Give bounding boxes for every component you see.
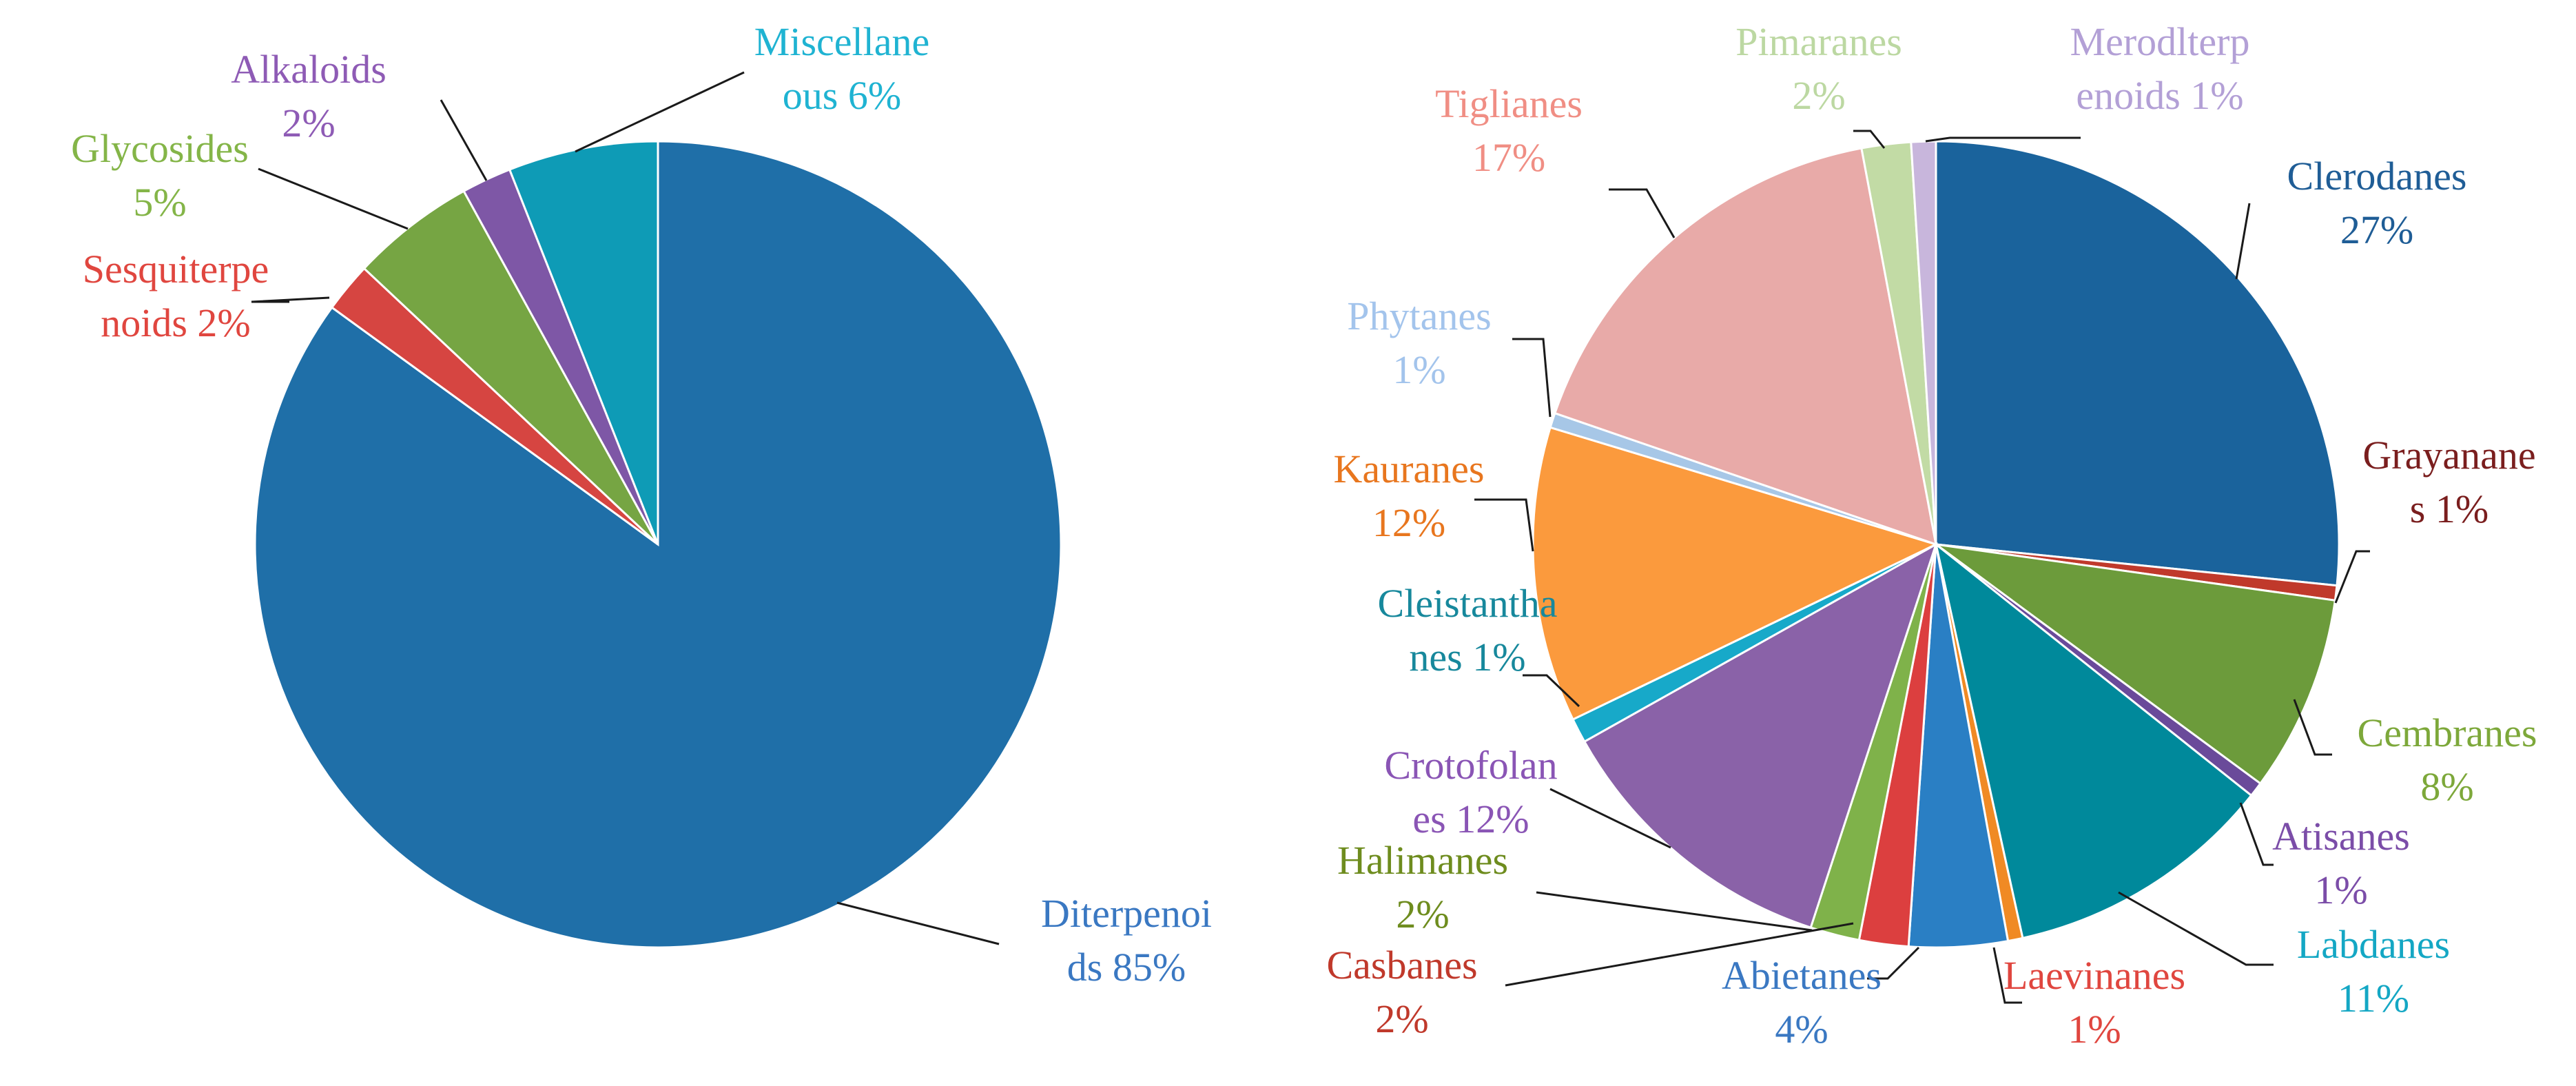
slice-label-line: 12% bbox=[1372, 500, 1445, 545]
slice-label-line: 17% bbox=[1472, 135, 1545, 180]
pie-slice-clerodanes bbox=[1935, 140, 2340, 587]
slice-label-line: Casbanes bbox=[1326, 943, 1477, 987]
slice-label-kauranes: Kauranes 12% bbox=[1333, 447, 1484, 545]
leader-line-tiglianes bbox=[1609, 188, 1676, 238]
pie-slice-tiglianes bbox=[1553, 147, 1937, 546]
leader-line-alkaloids bbox=[440, 99, 488, 181]
slice-label-abietanes: Abietanes 4% bbox=[1722, 953, 1882, 1052]
slice-label-line: Laevinanes bbox=[2003, 953, 2185, 998]
slice-label-line: Cleistantha bbox=[1378, 581, 1558, 626]
slice-label-line: Labdanes bbox=[2297, 922, 2450, 967]
slice-label-clerodanes: Clerodanes 27% bbox=[2287, 154, 2467, 252]
slice-label-line: 5% bbox=[133, 180, 186, 225]
leader-line-merodlterpenoids bbox=[1925, 136, 2081, 143]
slice-label-line: Miscellane bbox=[754, 19, 929, 64]
slice-label-line: s 1% bbox=[2410, 486, 2489, 531]
slice-label-diterpenoids: Diterpenoi ds 85% bbox=[1041, 891, 1212, 990]
pie-slice-cembranes bbox=[1935, 543, 2337, 786]
slice-label-line: 11% bbox=[2338, 976, 2409, 1021]
slice-label-line: Atisanes bbox=[2272, 814, 2410, 859]
pie-chart-diterpenoid-types: Clerodanes 27% Grayanane s 1% Cembranes 8%Ati… bbox=[1326, 19, 2537, 1052]
slice-label-line: Sesquiterpe bbox=[83, 247, 269, 291]
slice-label-grayananes: Grayanane s 1% bbox=[2362, 433, 2535, 531]
leader-line-miscellaneous bbox=[575, 71, 745, 153]
slice-label-laevinanes: Laevinanes 1% bbox=[2003, 953, 2185, 1052]
leader-line-laevinanes bbox=[1992, 947, 2022, 1004]
slice-label-glycosides: Glycosides 5% bbox=[71, 126, 249, 225]
pie-slice-labdanes bbox=[1934, 542, 2253, 940]
pie-slice-glycosides bbox=[362, 189, 659, 546]
slice-label-labdanes: Labdanes 11% bbox=[2297, 922, 2450, 1021]
leader-line-atisanes bbox=[2239, 802, 2274, 866]
slice-label-line: Kauranes bbox=[1333, 447, 1484, 491]
leader-line-kauranes bbox=[1474, 498, 1534, 552]
slice-label-casbanes: Casbanes 2% bbox=[1326, 943, 1477, 1041]
slice-label-line: Diterpenoi bbox=[1041, 891, 1212, 936]
slice-label-line: es 12% bbox=[1412, 797, 1529, 841]
pie-slice-crotofolanes bbox=[1583, 542, 1938, 929]
slice-label-line: Glycosides bbox=[71, 126, 249, 171]
slice-label-line: Alkaloids bbox=[231, 47, 387, 92]
leader-line-diterpenoids bbox=[836, 901, 1000, 945]
leader-line-glycosides bbox=[258, 167, 409, 230]
leader-line-casbanes bbox=[1505, 922, 1854, 987]
slice-label-line: nes 1% bbox=[1409, 635, 1525, 679]
slice-label-line: Phytanes bbox=[1347, 294, 1491, 338]
slice-label-cembranes: Cembranes 8% bbox=[2358, 710, 2537, 809]
slice-label-cleistanthanes: Cleistantha nes 1% bbox=[1378, 581, 1558, 679]
slice-label-line: 1% bbox=[2068, 1007, 2121, 1052]
slice-label-phytanes: Phytanes 1% bbox=[1347, 294, 1491, 392]
slice-label-alkaloids: Alkaloids 2% bbox=[231, 47, 387, 145]
slice-label-line: 2% bbox=[1375, 996, 1428, 1041]
slice-label-line: 4% bbox=[1775, 1007, 1828, 1052]
leader-line-cleistanthanes bbox=[1523, 674, 1580, 708]
slice-label-line: 2% bbox=[1396, 892, 1449, 936]
slice-label-line: Cembranes bbox=[2358, 710, 2537, 755]
slice-label-line: noids 2% bbox=[101, 300, 251, 345]
leader-line-halimanes bbox=[1536, 891, 1813, 932]
slice-label-pimaranes: Pimaranes 2% bbox=[1735, 19, 1902, 118]
leader-line-grayananes bbox=[2334, 550, 2370, 604]
slice-label-line: 8% bbox=[2420, 764, 2473, 809]
slice-label-line: Merodlterp bbox=[2070, 19, 2250, 64]
slice-label-line: Pimaranes bbox=[1735, 19, 1902, 64]
leader-line-cembranes bbox=[2293, 699, 2332, 756]
leader-line-abietanes bbox=[1867, 946, 1920, 980]
slice-label-line: Abietanes bbox=[1722, 953, 1882, 998]
slice-label-miscellaneous: Miscellane ous 6% bbox=[754, 19, 929, 118]
slice-label-halimanes: Halimanes 2% bbox=[1337, 838, 1508, 936]
slice-label-line: Tiglianes bbox=[1435, 81, 1583, 126]
slice-label-line: Clerodanes bbox=[2287, 154, 2467, 198]
slice-label-merodlterpenoids: Merodlterp enoids 1% bbox=[2070, 19, 2250, 118]
pie-slice-kauranes bbox=[1532, 426, 1939, 721]
slice-label-line: Grayanane bbox=[2362, 433, 2535, 478]
slice-label-atisanes: Atisanes 1% bbox=[2272, 814, 2410, 912]
pie-slice-merodlterpenoids bbox=[1910, 140, 1937, 545]
slice-label-sesquiterpenoids: Sesquiterpe noids 2% bbox=[83, 247, 269, 345]
pie-chart-compound-classes: Diterpenoi ds 85% Sesquiterpe noids 2% Glyco… bbox=[71, 19, 1212, 990]
slice-label-line: Halimanes bbox=[1337, 838, 1508, 883]
leader-line-phytanes bbox=[1512, 338, 1552, 418]
slice-label-line: ds 85% bbox=[1067, 945, 1186, 990]
slice-label-line: Crotofolan bbox=[1384, 743, 1557, 788]
slice-label-crotofolanes: Crotofolan es 12% bbox=[1384, 743, 1557, 841]
slice-label-line: ous 6% bbox=[783, 73, 901, 118]
slice-label-line: 27% bbox=[2340, 207, 2413, 252]
slice-label-line: 2% bbox=[1792, 73, 1845, 118]
slice-label-line: enoids 1% bbox=[2076, 73, 2243, 118]
leader-line-crotofolanes bbox=[1549, 788, 1671, 849]
leader-line-clerodanes bbox=[2235, 203, 2251, 280]
slice-label-line: 1% bbox=[1392, 347, 1445, 392]
leader-line-labdanes bbox=[2118, 891, 2274, 966]
slice-label-tiglianes: Tiglianes 17% bbox=[1435, 81, 1583, 180]
slice-label-line: 1% bbox=[2314, 868, 2367, 912]
leader-line-pimaranes bbox=[1853, 130, 1886, 149]
slice-label-line: 2% bbox=[282, 101, 335, 145]
leader-line-sesquiterpenoids bbox=[251, 296, 330, 303]
